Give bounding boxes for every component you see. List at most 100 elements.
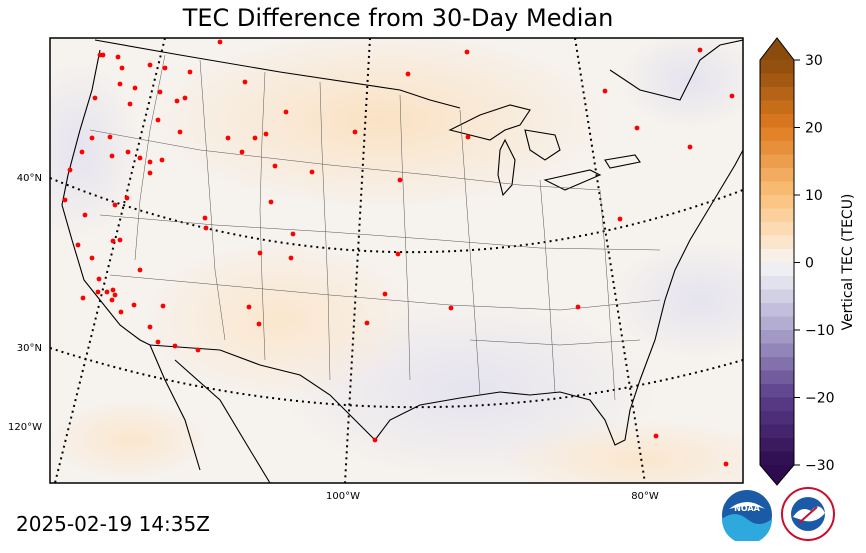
- colorbar-segment: [760, 235, 794, 250]
- colorbar-segment: [760, 276, 794, 290]
- colorbar-tick-label: −10: [805, 323, 835, 339]
- station-marker: [575, 304, 581, 310]
- graticule: [50, 38, 743, 483]
- station-marker: [225, 135, 231, 141]
- colorbar-segment: [760, 357, 794, 371]
- station-marker: [397, 177, 403, 183]
- colorbar-segment: [760, 397, 794, 412]
- graticule-lat-40: [50, 177, 743, 254]
- timestamp: 2025-02-19 14:35Z: [16, 512, 210, 536]
- station-marker: [203, 225, 209, 231]
- station-marker: [107, 134, 113, 140]
- station-marker: [252, 135, 258, 141]
- station-marker: [217, 39, 223, 45]
- lake-huron: [524, 129, 561, 161]
- coastlines: [61, 39, 743, 483]
- station-marker: [309, 169, 315, 175]
- graticule-lat-30: [50, 347, 743, 409]
- canada-border: [94, 39, 461, 109]
- colorbar-segment: [760, 370, 794, 385]
- station-marker: [602, 88, 608, 94]
- lat-label-40: 40°N: [17, 173, 42, 184]
- station-marker: [174, 98, 180, 104]
- station-marker: [95, 289, 101, 295]
- lake-michigan: [497, 138, 516, 197]
- pacific-coast: [61, 49, 151, 346]
- station-marker: [147, 170, 153, 176]
- station-marker: [118, 309, 124, 315]
- station-marker: [177, 129, 183, 135]
- colorbar-tick-label: −30: [805, 458, 835, 474]
- colorbar-segment: [760, 438, 794, 452]
- atlantic-coast: [639, 149, 743, 381]
- station-marker: [263, 131, 269, 137]
- station-marker: [617, 216, 623, 222]
- station-marker: [256, 321, 262, 327]
- station-marker: [382, 291, 388, 297]
- station-marker: [257, 250, 263, 256]
- station-marker: [147, 159, 153, 165]
- station-marker: [127, 101, 133, 107]
- colorbar-tick-label: −20: [805, 391, 835, 407]
- station-marker: [697, 47, 703, 53]
- colorbar-segment: [760, 127, 794, 142]
- station-marker: [155, 339, 161, 345]
- station-markers: [62, 39, 735, 467]
- graticule-lon-120: [54, 38, 166, 483]
- colorbar-ticks: 30 20 10 0 −10 −20 −30: [794, 53, 835, 474]
- station-marker: [448, 305, 454, 311]
- station-marker: [268, 199, 274, 205]
- canada-east-coast: [609, 39, 743, 101]
- station-marker: [62, 197, 68, 203]
- station-marker: [125, 149, 131, 155]
- colorbar-tick-label: 10: [805, 188, 823, 204]
- station-marker: [132, 85, 138, 91]
- colorbar-segment: [760, 87, 794, 101]
- station-marker: [195, 347, 201, 353]
- station-marker: [288, 255, 294, 261]
- station-marker: [75, 242, 81, 248]
- station-marker: [364, 320, 370, 326]
- station-marker: [162, 65, 168, 71]
- station-marker: [110, 238, 116, 244]
- colorbar-segment: [760, 384, 794, 398]
- station-marker: [92, 95, 98, 101]
- colorbar-extend-top: [760, 38, 794, 60]
- station-marker: [634, 125, 640, 131]
- station-marker: [159, 157, 165, 163]
- colorbar-segment: [760, 141, 794, 155]
- station-marker: [464, 49, 470, 55]
- colorbar-segment: [760, 168, 794, 182]
- colorbar-tick-label: 0: [805, 256, 814, 272]
- colorbar-tick-label: 30: [805, 53, 823, 69]
- colorbar-segment: [760, 73, 794, 88]
- station-marker: [687, 144, 693, 150]
- station-marker: [109, 153, 115, 159]
- colorbar-segment: [760, 60, 794, 74]
- station-marker: [137, 267, 143, 273]
- station-marker: [117, 81, 123, 87]
- colorbar-segment: [760, 262, 794, 277]
- great-lakes: [448, 104, 531, 141]
- station-marker: [272, 163, 278, 169]
- station-marker: [147, 62, 153, 68]
- nws-logo: [781, 487, 835, 541]
- colorbar-segment: [760, 424, 794, 439]
- station-marker: [89, 255, 95, 261]
- station-marker: [187, 69, 193, 75]
- station-marker: [104, 289, 110, 295]
- station-marker: [157, 89, 163, 95]
- station-marker: [395, 251, 401, 257]
- colorbar-segment: [760, 249, 794, 263]
- colorbar-segment: [760, 451, 794, 466]
- lon-label-100: 100°W: [326, 491, 360, 502]
- station-marker: [372, 437, 378, 443]
- station-marker: [182, 95, 188, 101]
- gulf-coast: [374, 379, 641, 446]
- station-marker: [246, 304, 252, 310]
- station-marker: [729, 93, 735, 99]
- chart-title: TEC Difference from 30-Day Median: [182, 4, 614, 32]
- station-marker: [96, 276, 102, 282]
- graticule-lon-100: [344, 38, 371, 483]
